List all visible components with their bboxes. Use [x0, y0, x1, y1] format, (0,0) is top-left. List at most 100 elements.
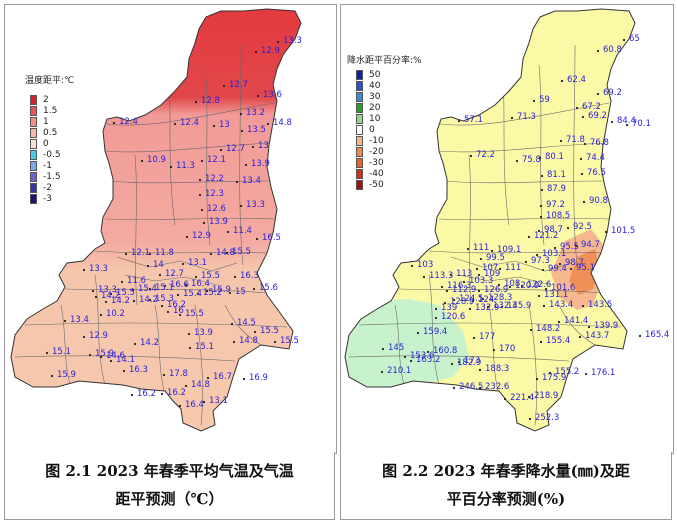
station-dot: [133, 342, 137, 346]
station-value-label: 16: [173, 306, 184, 316]
station-dot: [148, 298, 152, 302]
station-dot: [50, 374, 54, 378]
county-border: [434, 102, 610, 126]
station-dot: [581, 304, 585, 308]
station-dot: [578, 335, 582, 339]
station-value-label: 76.8: [590, 138, 609, 148]
caption-line-2: 平百分率预测(%): [446, 490, 566, 508]
station-dot: [610, 120, 614, 124]
station-dot: [202, 400, 206, 404]
station-value-label: 92.5: [573, 222, 592, 232]
station-value-label: 14.8: [273, 118, 292, 128]
province-boundary: [10, 8, 302, 432]
station-value-label: 13.9: [209, 217, 228, 227]
station-value-label: 15.1: [195, 342, 214, 352]
station-dot: [239, 112, 243, 116]
station-dot: [232, 340, 236, 344]
station-value-label: 148.2: [536, 324, 560, 334]
station-dot: [403, 355, 407, 359]
legend-item: 0.5: [30, 128, 57, 138]
station-value-label: 90.8: [589, 196, 608, 206]
station-value-label: 111: [473, 243, 489, 253]
station-value-label: 97.2: [546, 200, 565, 210]
station-dot: [548, 371, 552, 375]
station-dot: [416, 331, 420, 335]
station-dot: [537, 229, 541, 233]
county-border: [442, 180, 604, 184]
legend-item: -20: [356, 147, 384, 157]
station-value-label: 12.8: [201, 96, 220, 106]
legend-item: -40: [356, 169, 384, 179]
county-border: [124, 274, 218, 286]
station-dot: [225, 251, 229, 255]
station-dot: [544, 287, 548, 291]
station-dot: [88, 353, 92, 357]
station-value-label: 59: [539, 95, 550, 105]
station-value-label: 14.2: [139, 295, 158, 305]
station-value-label: 15.1: [155, 283, 174, 293]
legend-swatch: [356, 169, 363, 179]
station-dot: [82, 268, 86, 272]
legend-swatch: [356, 103, 363, 113]
station-dot: [198, 178, 202, 182]
legend-swatch: [30, 128, 37, 138]
station-dot: [148, 287, 152, 291]
county-border: [60, 304, 72, 388]
station-dot: [472, 336, 476, 340]
station-dot: [622, 38, 626, 42]
legend-label: -1.5: [43, 172, 61, 182]
station-dot: [63, 319, 67, 323]
station-dot: [540, 188, 544, 192]
station-value-label: 11.6: [127, 276, 146, 286]
station-dot: [584, 372, 588, 376]
station-value-label: 12.1: [131, 248, 150, 258]
legend-swatch: [30, 194, 37, 204]
station-value-label: 12.1: [207, 155, 226, 165]
station-value-label: 76.5: [587, 168, 606, 178]
legend-swatch: [356, 92, 363, 102]
station-dot: [596, 92, 600, 96]
legend-item: 1: [30, 117, 49, 127]
legend-swatch: [30, 139, 37, 149]
station-value-label: 16.3: [240, 271, 259, 281]
station-value-label: 13.4: [70, 315, 89, 325]
station-dot: [212, 124, 216, 128]
legend-swatch: [30, 150, 37, 160]
station-value-label: 15.5: [232, 247, 251, 257]
station-dot: [462, 280, 466, 284]
legend-label: -3: [43, 194, 52, 204]
station-value-label: 15.4: [138, 284, 157, 294]
legend-label: 2: [43, 95, 49, 105]
station-dot: [242, 377, 246, 381]
station-value-label: 218.9: [534, 391, 558, 401]
station-value-label: 11.4: [233, 226, 252, 236]
station-value-label: 121.2: [534, 231, 558, 241]
station-value-label: 124.5: [459, 294, 483, 304]
wetter-zone-southwest: [345, 299, 469, 387]
station-dot: [230, 322, 234, 326]
station-value-label: 13.3: [98, 285, 117, 295]
station-dot: [109, 292, 113, 296]
station-dot: [194, 275, 198, 279]
station-value-label: 13.5: [247, 125, 266, 135]
station-value-label: 16.2: [167, 300, 186, 310]
station-value-label: 71.8: [566, 135, 585, 145]
station-value-label: 16.3: [129, 365, 148, 375]
station-dot: [381, 347, 385, 351]
station-dot: [410, 264, 414, 268]
station-value-label: 112.9: [452, 285, 476, 295]
station-value-label: 113.3: [429, 271, 453, 281]
legend-swatch: [30, 117, 37, 127]
station-dot: [148, 252, 152, 256]
station-value-label: 101.5: [611, 226, 635, 236]
station-dot: [94, 295, 98, 299]
station-value-label: 13.9: [194, 328, 213, 338]
station-dot: [445, 289, 449, 293]
station-dot: [535, 377, 539, 381]
station-dot: [228, 291, 232, 295]
station-dot: [450, 362, 454, 366]
station-dot: [583, 142, 587, 146]
legend-swatch: [356, 70, 363, 80]
station-dot: [226, 230, 230, 234]
county-border: [224, 304, 262, 346]
